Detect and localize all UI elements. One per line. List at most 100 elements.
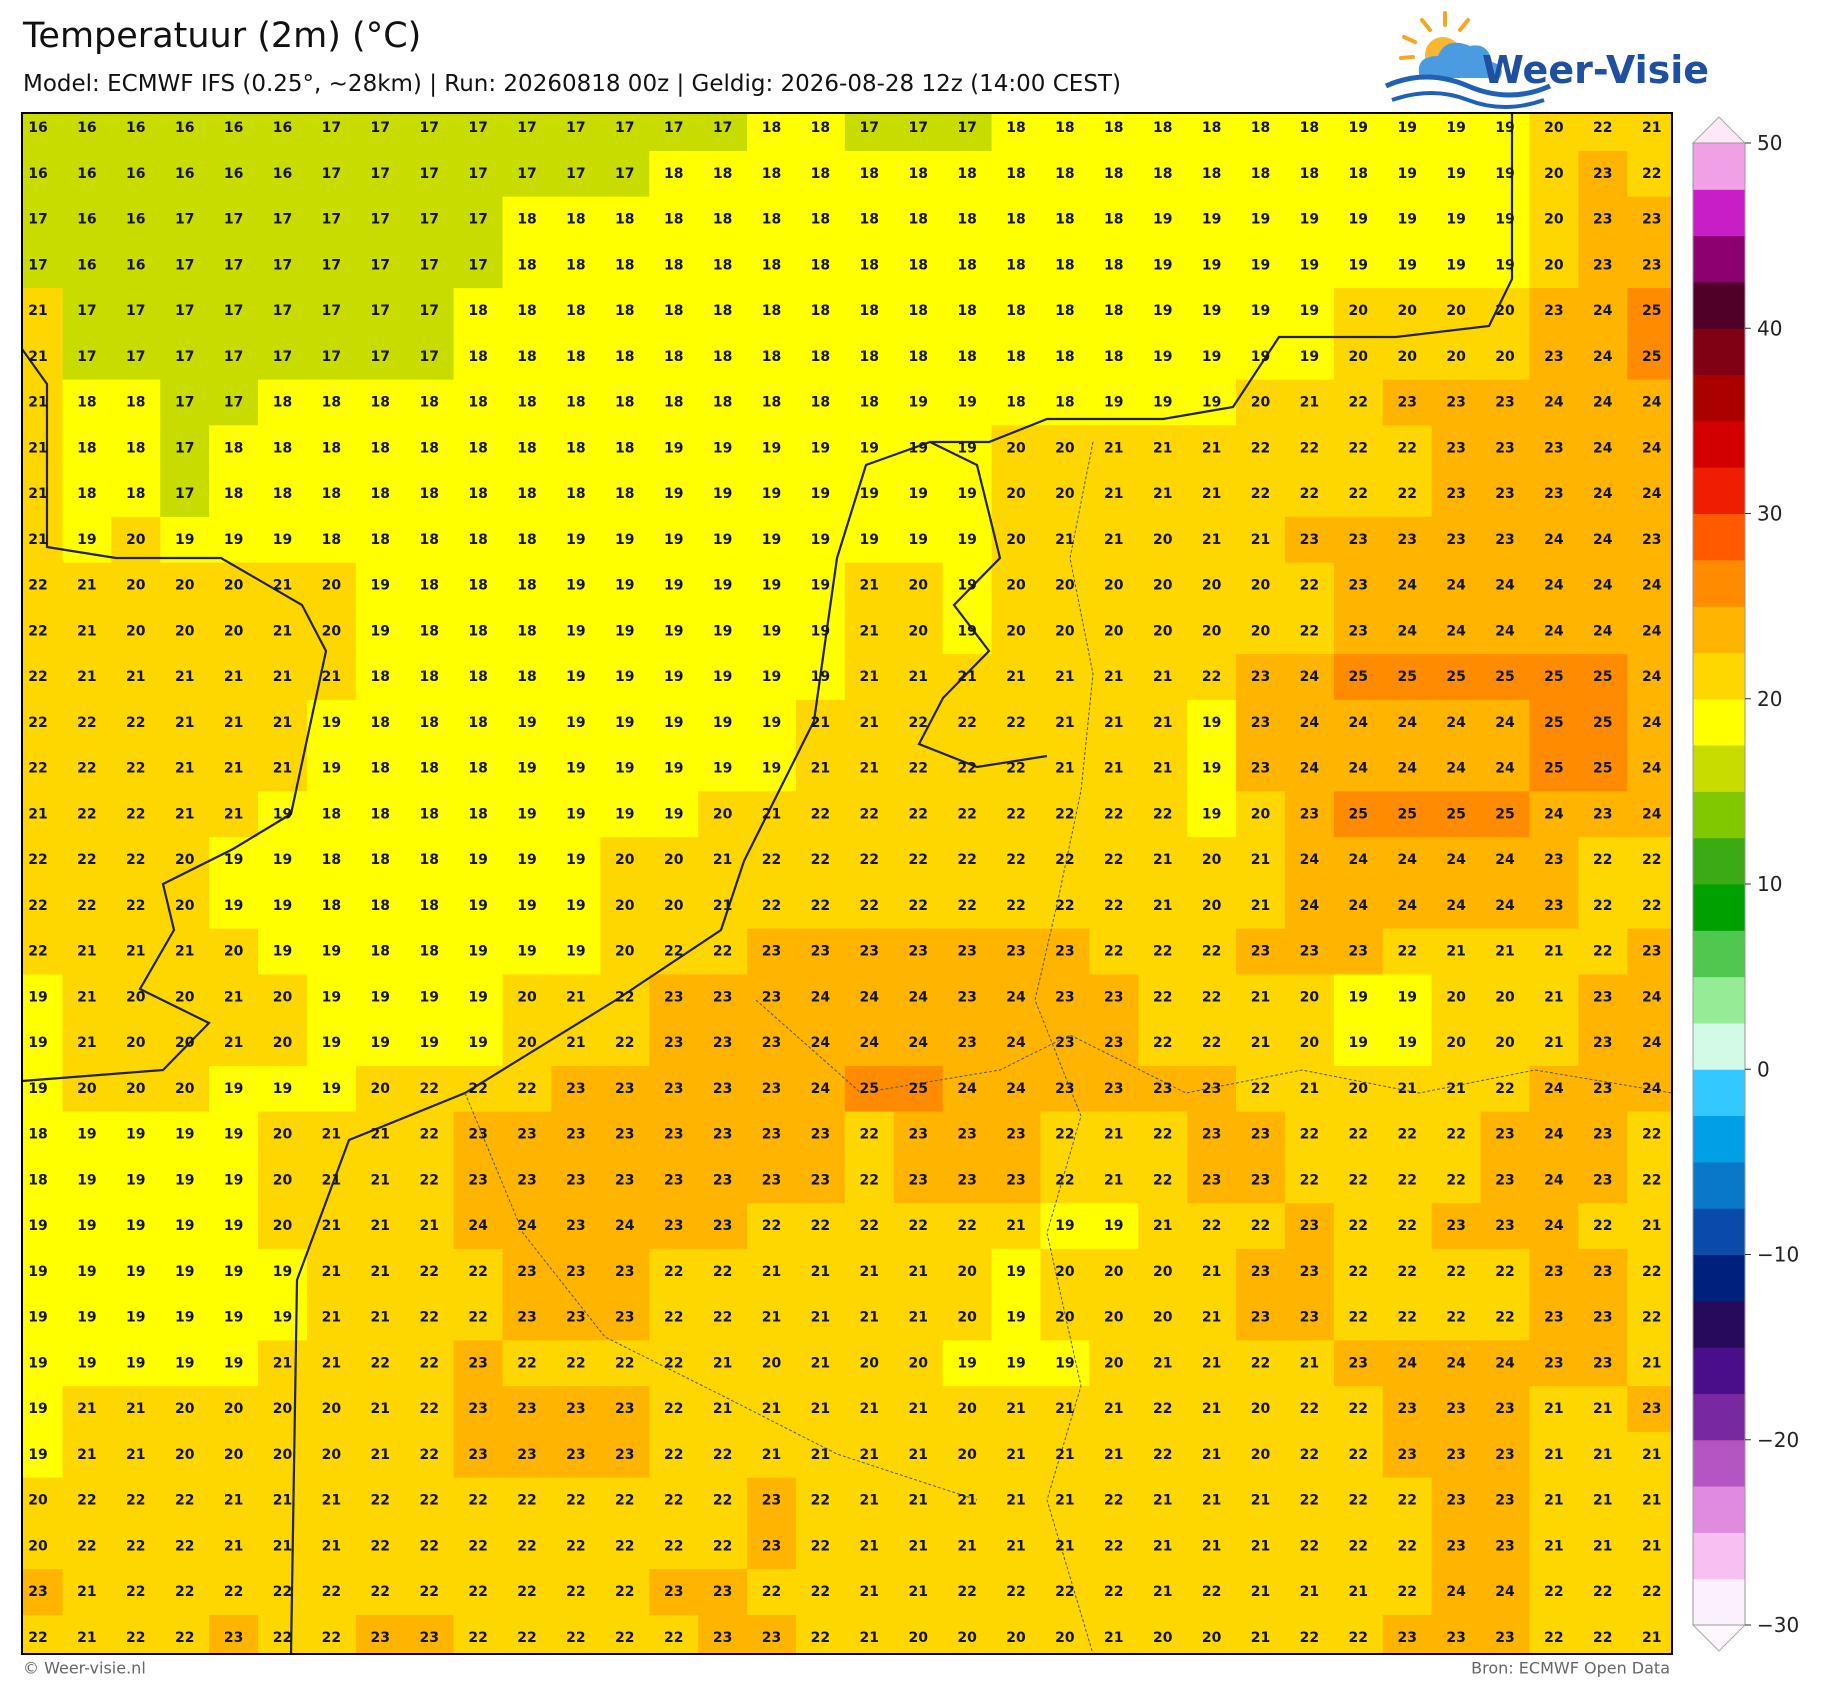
map-value: 16 <box>28 166 47 182</box>
map-cell <box>306 1248 357 1296</box>
map-value: 19 <box>566 623 585 639</box>
map-cell <box>1627 113 1672 152</box>
map-cell <box>160 608 210 655</box>
map-value: 24 <box>1593 623 1613 639</box>
map-cell <box>1333 1569 1384 1616</box>
map-value: 19 <box>566 532 585 548</box>
map-value: 18 <box>811 212 830 228</box>
map-value: 22 <box>1349 1538 1368 1554</box>
map-cell <box>1089 1569 1139 1616</box>
map-cell <box>600 699 650 747</box>
map-cell <box>22 1523 64 1570</box>
map-cell <box>649 471 699 518</box>
map-value: 23 <box>1446 1218 1465 1234</box>
map-cell <box>1138 837 1188 884</box>
map-value: 16 <box>77 120 96 136</box>
map-value: 23 <box>1349 623 1368 639</box>
map-cell <box>160 562 210 609</box>
map-value: 24 <box>1349 715 1369 731</box>
map-cell <box>1431 242 1482 289</box>
map-cell <box>1187 1157 1237 1204</box>
map-value: 22 <box>1104 898 1123 914</box>
map-value: 23 <box>1446 395 1465 411</box>
map-cell <box>942 562 993 609</box>
map-cell <box>1480 1248 1531 1296</box>
map-value: 19 <box>1397 212 1416 228</box>
map-cell <box>1333 1431 1384 1479</box>
map-value: 18 <box>1006 349 1025 365</box>
map-cell <box>795 1065 846 1113</box>
map-value: 19 <box>957 395 976 411</box>
map-cell <box>1138 516 1188 564</box>
map-cell <box>1089 288 1139 335</box>
map-cell <box>22 562 64 609</box>
map-value: 25 <box>860 1081 879 1097</box>
map-value: 23 <box>517 1447 536 1463</box>
map-value: 21 <box>1202 1538 1221 1554</box>
map-cell <box>404 974 455 1021</box>
map-cell <box>551 196 601 243</box>
map-cell <box>502 1386 553 1433</box>
map-cell <box>453 333 504 381</box>
map-value: 23 <box>468 1172 487 1188</box>
map-value: 21 <box>908 1264 927 1280</box>
map-value: 23 <box>1300 1218 1319 1234</box>
map-cell <box>1529 1340 1579 1387</box>
map-cell <box>209 1020 259 1067</box>
map-cell <box>1333 242 1384 289</box>
map-value: 19 <box>273 1310 292 1326</box>
map-value: 20 <box>957 1401 977 1417</box>
map-cell <box>502 1569 553 1616</box>
map-cell <box>1431 654 1482 701</box>
map-value: 17 <box>713 120 732 136</box>
map-value: 22 <box>419 1493 438 1509</box>
map-cell <box>306 288 357 335</box>
map-cell <box>1529 882 1579 930</box>
map-cell <box>160 288 210 335</box>
map-value: 24 <box>1006 989 1026 1005</box>
map-cell <box>160 113 210 152</box>
map-cell <box>1382 608 1433 655</box>
map-cell <box>1382 1523 1433 1570</box>
map-cell <box>1089 1477 1139 1524</box>
map-cell <box>1627 288 1672 335</box>
map-value: 22 <box>1397 1218 1416 1234</box>
map-cell <box>1529 1386 1579 1433</box>
map-cell <box>1138 113 1188 152</box>
map-cell <box>698 379 748 426</box>
map-value: 18 <box>664 303 683 319</box>
map-value: 18 <box>1251 120 1270 136</box>
map-value: 18 <box>860 166 879 182</box>
map-value: 19 <box>1397 257 1416 273</box>
map-value: 19 <box>664 623 683 639</box>
map-value: 18 <box>322 486 341 502</box>
map-cell <box>1627 654 1672 701</box>
map-cell <box>1284 196 1335 243</box>
map-cell <box>306 791 357 838</box>
map-cell <box>22 654 64 701</box>
map-value: 18 <box>762 303 781 319</box>
map-value: 24 <box>811 1081 831 1097</box>
map-cell <box>1578 837 1628 884</box>
map-cell <box>1040 1386 1090 1433</box>
map-value: 21 <box>811 1355 830 1371</box>
map-value: 24 <box>1593 578 1613 594</box>
map-cell <box>453 113 504 152</box>
map-value: 18 <box>860 349 879 365</box>
map-value: 20 <box>273 1035 293 1051</box>
map-cell <box>1382 1020 1433 1067</box>
map-cell <box>404 471 455 518</box>
map-value: 24 <box>1642 715 1662 731</box>
map-cell <box>1187 791 1237 838</box>
map-value: 22 <box>175 1630 194 1646</box>
map-cell <box>844 1569 895 1616</box>
map-value: 21 <box>224 1538 243 1554</box>
map-value: 20 <box>957 1264 977 1280</box>
map-value: 22 <box>1300 1630 1319 1646</box>
map-cell <box>844 1157 895 1204</box>
map-cell <box>1627 928 1672 975</box>
map-cell <box>795 1020 846 1067</box>
map-cell <box>747 1523 797 1570</box>
map-cell <box>453 196 504 243</box>
map-value: 19 <box>224 1127 243 1143</box>
